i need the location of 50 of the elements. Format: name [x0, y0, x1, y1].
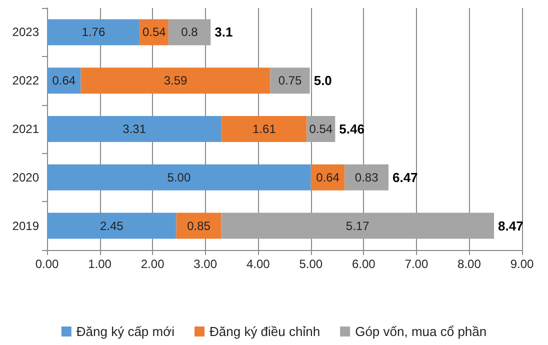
- x-tick-label: 7.00: [404, 257, 428, 271]
- data-label: 1.61: [252, 122, 276, 136]
- data-label: 5.00: [167, 170, 191, 184]
- total-label: 5.46: [339, 122, 364, 136]
- data-label: 5.17: [346, 218, 370, 233]
- data-label: 0.54: [142, 25, 166, 40]
- total-label: 3.1: [214, 24, 233, 40]
- legend-label: Góp vốn, mua cổ phần: [355, 324, 487, 339]
- x-tick-label: 3.00: [194, 257, 218, 271]
- x-tick-label: 5.00: [299, 257, 323, 271]
- legend-label: Đăng ký cấp mới: [76, 324, 175, 339]
- bar: [47, 164, 311, 190]
- bar: [344, 164, 388, 190]
- bar: [47, 116, 222, 142]
- data-label: 3.31: [122, 122, 146, 136]
- x-tick-label: 2.00: [140, 257, 165, 271]
- bar: [222, 116, 307, 142]
- data-label: 3.59: [164, 74, 188, 88]
- data-label: 0.8: [181, 25, 198, 40]
- bar: [168, 19, 211, 46]
- x-tick-label: 9.00: [510, 257, 534, 271]
- total-label: 6.47: [392, 170, 418, 185]
- bar: [47, 212, 176, 239]
- legend-label: Đăng ký điều chỉnh: [210, 324, 320, 339]
- x-tick-label: 6.00: [352, 257, 376, 271]
- bar: [176, 212, 222, 239]
- bar: [47, 19, 140, 46]
- data-label: 0.54: [309, 122, 333, 136]
- bar: [80, 68, 270, 94]
- data-label: 0.64: [316, 170, 340, 184]
- bar: [221, 212, 494, 239]
- y-tick-label: 2020: [12, 170, 40, 184]
- bar: [47, 68, 81, 94]
- x-tick-label: 8.00: [458, 257, 482, 271]
- data-label: 0.85: [187, 218, 211, 233]
- total-label: 5.0: [314, 73, 332, 88]
- x-tick-label: 4.00: [246, 257, 270, 271]
- total-label: 8.47: [498, 218, 524, 234]
- data-label: 0.75: [278, 74, 302, 88]
- data-label: 2.45: [100, 218, 124, 233]
- data-label: 1.76: [82, 25, 106, 40]
- data-label: 0.83: [354, 170, 379, 184]
- y-tick-label: 2021: [12, 122, 40, 136]
- bar: [270, 68, 310, 94]
- x-tick-label: 0.00: [35, 257, 59, 271]
- y-tick-label: 2023: [12, 25, 40, 40]
- y-tick-label: 2022: [12, 74, 40, 88]
- data-label: 0.64: [52, 74, 76, 88]
- x-tick-label: 1.00: [88, 257, 112, 271]
- y-tick-label: 2019: [12, 218, 40, 233]
